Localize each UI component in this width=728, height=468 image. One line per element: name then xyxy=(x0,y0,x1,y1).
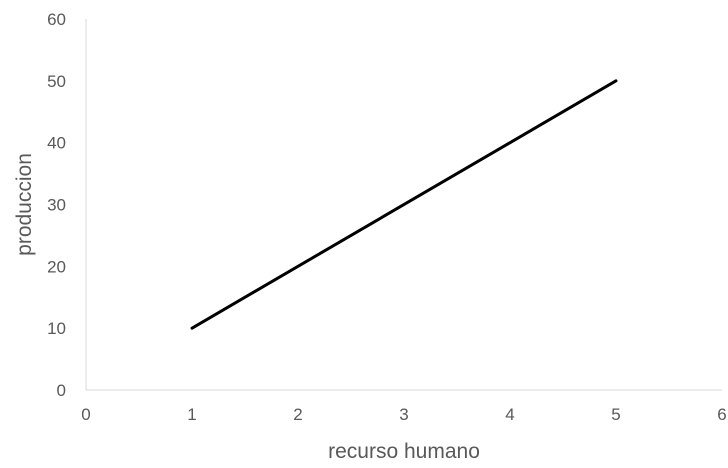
series-line xyxy=(190,79,618,330)
y-tick-label: 30 xyxy=(47,196,66,215)
y-tick-label: 50 xyxy=(47,72,66,91)
x-axis-title: recurso humano xyxy=(328,440,480,463)
y-tick-label: 40 xyxy=(47,134,66,153)
x-tick-label: 3 xyxy=(399,405,408,424)
y-axis-title: produccion xyxy=(13,153,36,256)
x-tick-label: 6 xyxy=(717,405,726,424)
x-tick-label: 5 xyxy=(611,405,620,424)
axes xyxy=(85,19,722,391)
series-lines xyxy=(190,79,618,330)
x-tick-label: 1 xyxy=(187,405,196,424)
y-tick-label: 20 xyxy=(47,257,66,276)
y-tick-label: 10 xyxy=(47,319,66,338)
x-tick-labels: 0 1 2 3 4 5 6 xyxy=(81,405,726,424)
x-tick-label: 0 xyxy=(81,405,90,424)
y-tick-label: 0 xyxy=(57,381,66,400)
x-tick-label: 2 xyxy=(293,405,302,424)
y-tick-label: 60 xyxy=(47,10,66,29)
y-tick-labels: 0 10 20 30 40 50 60 xyxy=(47,10,66,400)
x-tick-label: 4 xyxy=(505,405,514,424)
